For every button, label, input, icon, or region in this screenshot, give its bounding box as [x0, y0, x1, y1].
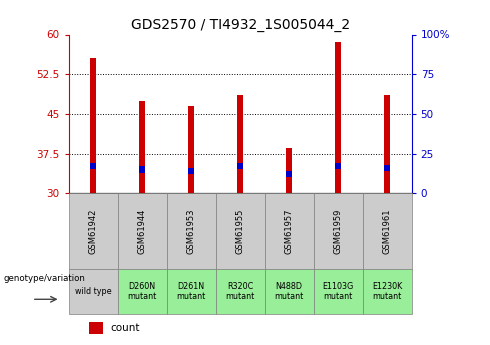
- Bar: [265, 193, 314, 269]
- Text: R320C
mutant: R320C mutant: [225, 282, 255, 301]
- Bar: [167, 269, 216, 314]
- Text: E1103G
mutant: E1103G mutant: [322, 282, 354, 301]
- Bar: [335, 42, 341, 193]
- Bar: [335, 163, 341, 169]
- Bar: [69, 269, 118, 314]
- Bar: [90, 58, 96, 193]
- Bar: [216, 269, 265, 314]
- Bar: [69, 193, 118, 269]
- Text: N488D
mutant: N488D mutant: [274, 282, 304, 301]
- Title: GDS2570 / TI4932_1S005044_2: GDS2570 / TI4932_1S005044_2: [130, 18, 350, 32]
- Bar: [216, 193, 265, 269]
- Bar: [118, 193, 167, 269]
- Bar: [384, 95, 390, 193]
- Bar: [265, 269, 314, 314]
- Text: GSM61955: GSM61955: [236, 208, 245, 254]
- Bar: [90, 163, 96, 169]
- Bar: [118, 269, 167, 314]
- Text: count: count: [111, 323, 140, 333]
- Text: GSM61944: GSM61944: [138, 208, 147, 254]
- Bar: [363, 269, 412, 314]
- Bar: [286, 171, 292, 177]
- Text: genotype/variation: genotype/variation: [3, 274, 85, 283]
- Text: GSM61953: GSM61953: [187, 208, 196, 254]
- Text: wild type: wild type: [75, 287, 111, 296]
- Bar: [286, 148, 292, 193]
- Bar: [188, 168, 194, 174]
- Bar: [188, 106, 194, 193]
- Text: D260N
mutant: D260N mutant: [127, 282, 157, 301]
- Text: GSM61957: GSM61957: [285, 208, 294, 254]
- Text: GSM61959: GSM61959: [334, 208, 343, 254]
- Bar: [314, 193, 363, 269]
- Bar: [139, 101, 145, 193]
- Bar: [167, 193, 216, 269]
- Text: E1230K
mutant: E1230K mutant: [372, 282, 402, 301]
- Bar: [237, 163, 243, 169]
- Text: GSM61942: GSM61942: [89, 208, 98, 254]
- Bar: [89, 322, 103, 334]
- Bar: [139, 166, 145, 172]
- Bar: [314, 269, 363, 314]
- Bar: [237, 95, 243, 193]
- Text: D261N
mutant: D261N mutant: [176, 282, 206, 301]
- Text: GSM61961: GSM61961: [383, 208, 392, 254]
- Bar: [384, 165, 390, 171]
- Bar: [363, 193, 412, 269]
